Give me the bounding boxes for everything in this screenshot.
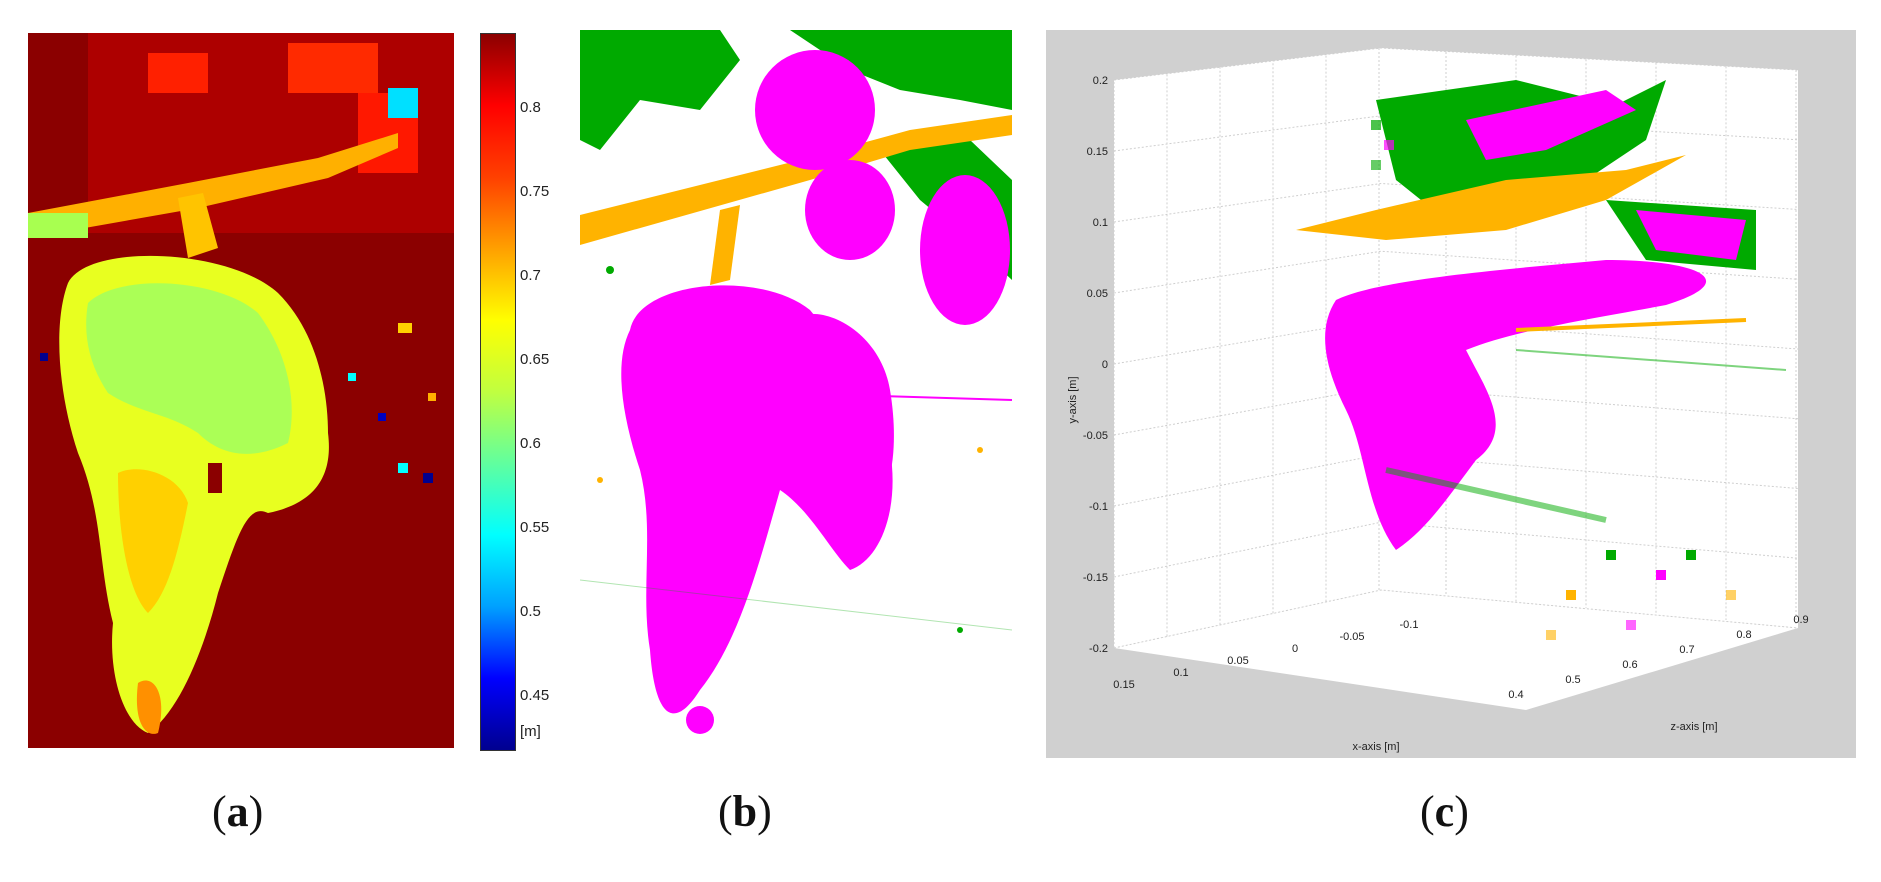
- colorbar-tick: 0.5: [520, 603, 541, 620]
- plot3d-z-tick: 0.6: [1622, 659, 1637, 671]
- plot3d-y-tick: -0.2: [1089, 643, 1108, 655]
- plot3d-svg: 0.2 0.15 0.1 0.05 0 -0.05 -0.1 -0.15 -0.2 0.15 0.1…: [1046, 30, 1856, 758]
- plot3d-z-axis-label: z-axis [m]: [1670, 721, 1717, 733]
- plot3d-y-tick: -0.05: [1083, 430, 1108, 442]
- segmentation-panel: [579, 30, 1013, 755]
- colorbar-tick: 0.75: [520, 183, 550, 200]
- colorbar-gradient: [481, 34, 515, 750]
- plot3d-y-axis-label: y-axis [m]: [1067, 376, 1079, 423]
- plot3d-left-wall: [1114, 48, 1381, 648]
- plot3d-x-tick: 0: [1292, 643, 1298, 655]
- plot3d-x-tick: -0.1: [1400, 619, 1419, 631]
- plot3d-z-tick: 0.7: [1679, 644, 1694, 656]
- plot3d-x-axis-label: x-axis [m]: [1352, 741, 1399, 753]
- panel-label-b: (b): [718, 787, 772, 836]
- reconstruction-3d-panel: 0.2 0.15 0.1 0.05 0 -0.05 -0.1 -0.15 -0.2 0.15 0.1…: [1046, 30, 1856, 758]
- depth-map-image: [28, 33, 454, 748]
- colorbar-tick: 0.65: [520, 351, 550, 368]
- colorbar-tick: 0.45: [520, 687, 550, 704]
- panel-label-c: (c): [1420, 787, 1469, 836]
- plot3d-x-tick: 0.1: [1173, 667, 1188, 679]
- colorbar: [480, 33, 516, 751]
- panel-label-a: (a): [212, 787, 264, 836]
- colorbar-tick: 0.8: [520, 99, 541, 116]
- plot3d-y-tick: 0.1: [1093, 217, 1108, 229]
- plot3d-y-tick: -0.15: [1083, 572, 1108, 584]
- colorbar-tick: 0.7: [520, 267, 541, 284]
- segmentation-image: [579, 30, 1013, 734]
- plot3d-y-tick: 0.05: [1087, 288, 1108, 300]
- plot3d-z-tick: 0.4: [1508, 689, 1523, 701]
- plot3d-y-tick: 0: [1102, 359, 1108, 371]
- plot3d-x-tick: 0.05: [1227, 655, 1248, 667]
- point-cloud: [1296, 80, 1787, 640]
- colorbar-tick: 0.55: [520, 519, 550, 536]
- plot3d-z-tick: 0.8: [1736, 629, 1751, 641]
- plot3d-x-tick: 0.15: [1113, 679, 1134, 691]
- plot3d-y-tick: 0.15: [1087, 146, 1108, 158]
- plot3d-y-tick: -0.1: [1089, 501, 1108, 513]
- depth-map-panel: [28, 33, 454, 748]
- plot3d-z-tick: 0.9: [1793, 614, 1808, 626]
- plot3d-x-tick: -0.05: [1339, 631, 1364, 643]
- plot3d-z-tick: 0.5: [1565, 674, 1580, 686]
- colorbar-unit-label: [m]: [520, 723, 541, 740]
- plot3d-y-tick: 0.2: [1093, 75, 1108, 87]
- colorbar-tick: 0.6: [520, 435, 541, 452]
